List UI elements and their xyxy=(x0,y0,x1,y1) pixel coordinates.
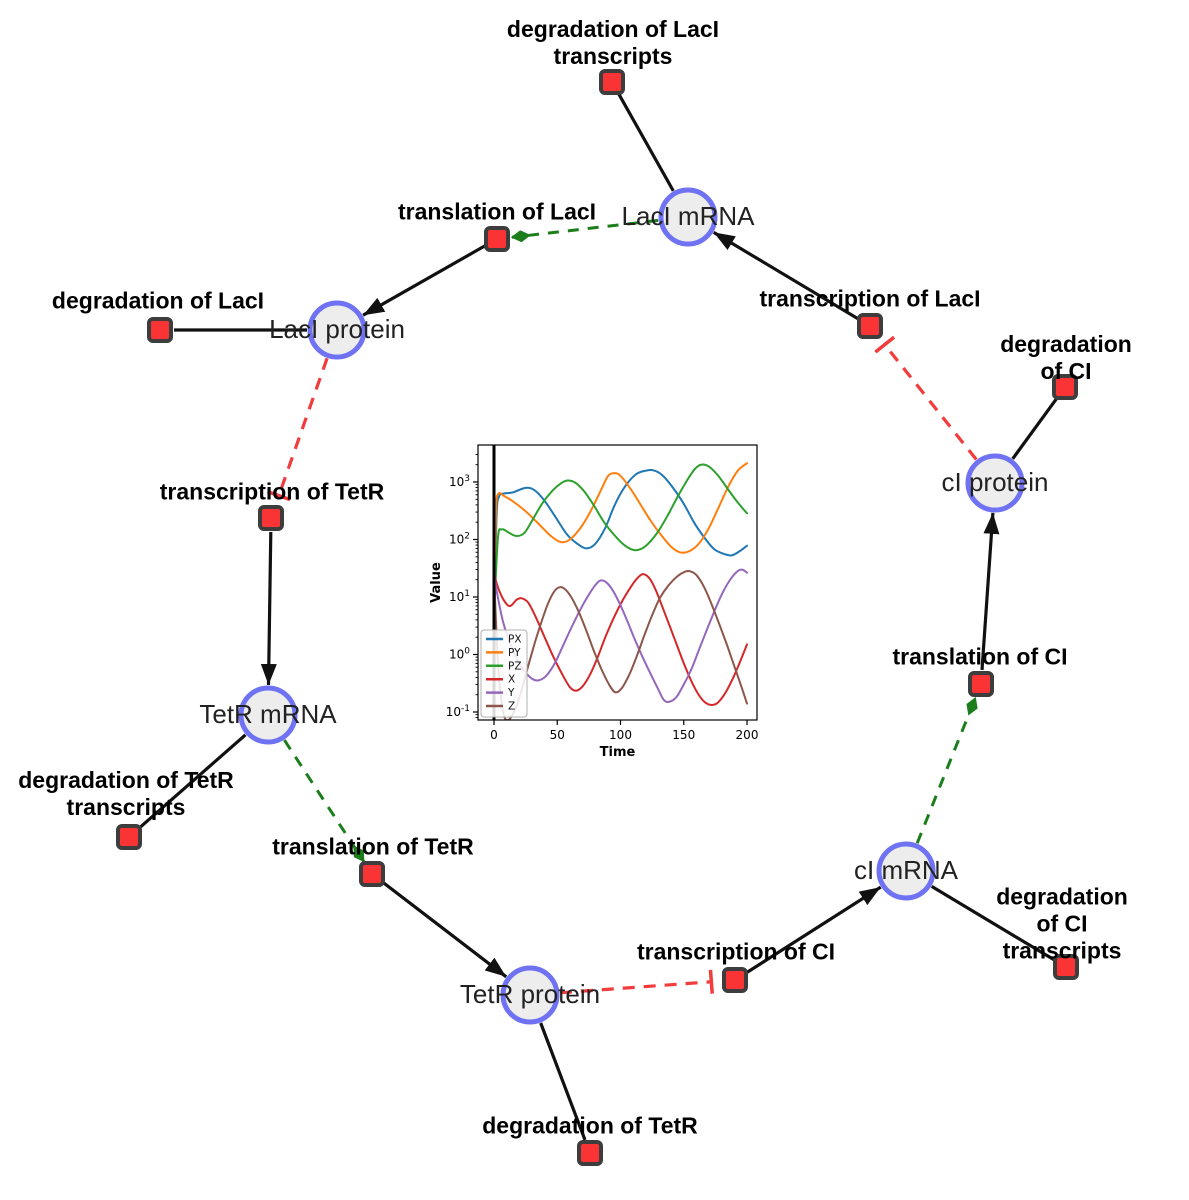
edge-ci-mrna-to-deg-ci-transcripts-reactant xyxy=(930,885,1055,962)
curve-PX xyxy=(493,468,748,621)
edge-tetr-mrna-to-translation-tetr-modifier xyxy=(283,739,366,863)
curve-PZ xyxy=(493,463,748,621)
x-tick-label: 0 xyxy=(490,728,498,742)
y-axis-label: Value xyxy=(430,562,444,603)
species-node-tetr-protein[interactable] xyxy=(500,965,560,1025)
simulation-plot-svg: 0 50 100 150 20010-1100101102103TimeValuePXP… xyxy=(429,430,775,760)
edge-laci-mrna-to-translation-laci-modifier xyxy=(510,218,659,243)
reaction-node-transcription-laci[interactable] xyxy=(857,313,883,339)
legend-label-Y: Y xyxy=(507,687,515,699)
species-node-laci-protein[interactable] xyxy=(307,300,367,360)
edge-tetr-mrna-to-deg-tetr-transcripts-reactant xyxy=(138,733,247,830)
edge-translation-tetr-to-tetr-protein-product xyxy=(382,881,508,979)
curve-PY xyxy=(493,462,748,621)
edge-translation-laci-to-laci-protein-product xyxy=(362,244,486,317)
axes-frame xyxy=(477,444,758,721)
simulation-plot: 0 50 100 150 200 10-1 100 101 102 103 Time Value PX P… xyxy=(429,430,775,760)
x-tick-label: 50 xyxy=(550,728,565,742)
species-node-ci-mrna[interactable] xyxy=(876,841,936,901)
species-node-laci-mrna[interactable] xyxy=(658,187,718,247)
edge-ci-mrna-to-translation-ci-modifier xyxy=(915,696,978,844)
legend-label-X: X xyxy=(508,674,515,686)
edge-laci-protein-to-transcription-tetr-inhibition xyxy=(266,357,329,502)
reaction-node-deg-tetr-transcripts[interactable] xyxy=(116,824,142,850)
reaction-node-deg-ci[interactable] xyxy=(1052,374,1078,400)
edge-ci-protein-to-transcription-laci-inhibition xyxy=(874,335,978,461)
x-axis-label: Time xyxy=(600,745,636,760)
edge-laci-mrna-to-deg-laci-transcripts-reactant xyxy=(617,93,675,192)
species-node-ci-protein[interactable] xyxy=(965,453,1025,513)
reaction-node-deg-ci-transcripts[interactable] xyxy=(1053,954,1079,980)
reaction-node-transcription-ci[interactable] xyxy=(722,967,748,993)
curve-X xyxy=(493,573,748,706)
edge-tetr-protein-to-deg-tetr-reactant xyxy=(539,1022,587,1141)
edge-transcription-ci-to-ci-mrna-product xyxy=(745,885,882,974)
reaction-node-deg-tetr[interactable] xyxy=(577,1140,603,1166)
edge-transcription-laci-to-laci-mrna-product xyxy=(712,231,859,321)
edge-translation-ci-to-ci-protein-product xyxy=(980,512,1000,671)
reaction-node-translation-laci[interactable] xyxy=(484,226,510,252)
species-node-tetr-mrna[interactable] xyxy=(238,685,298,745)
edge-tetr-protein-to-transcription-ci-inhibition xyxy=(559,969,714,995)
legend-label-PY: PY xyxy=(508,647,521,659)
reaction-node-translation-tetr[interactable] xyxy=(359,861,385,887)
legend-label-Z: Z xyxy=(508,701,515,713)
reaction-node-transcription-tetr[interactable] xyxy=(258,505,284,531)
edge-transcription-tetr-to-tetr-mrna-product xyxy=(260,531,277,686)
plot-curves xyxy=(492,445,748,720)
x-tick-label: 100 xyxy=(609,728,632,742)
legend-label-PZ: PZ xyxy=(508,660,522,672)
legend-label-PX: PX xyxy=(508,634,522,646)
x-tick-label: 150 xyxy=(672,728,695,742)
edge-ci-protein-to-deg-ci-reactant xyxy=(1011,397,1059,460)
x-tick-label: 200 xyxy=(736,728,759,742)
curve-Y xyxy=(493,568,748,703)
reaction-node-deg-laci-transcripts[interactable] xyxy=(599,69,625,95)
reaction-node-deg-laci[interactable] xyxy=(147,317,173,343)
reaction-node-translation-ci[interactable] xyxy=(968,671,994,697)
